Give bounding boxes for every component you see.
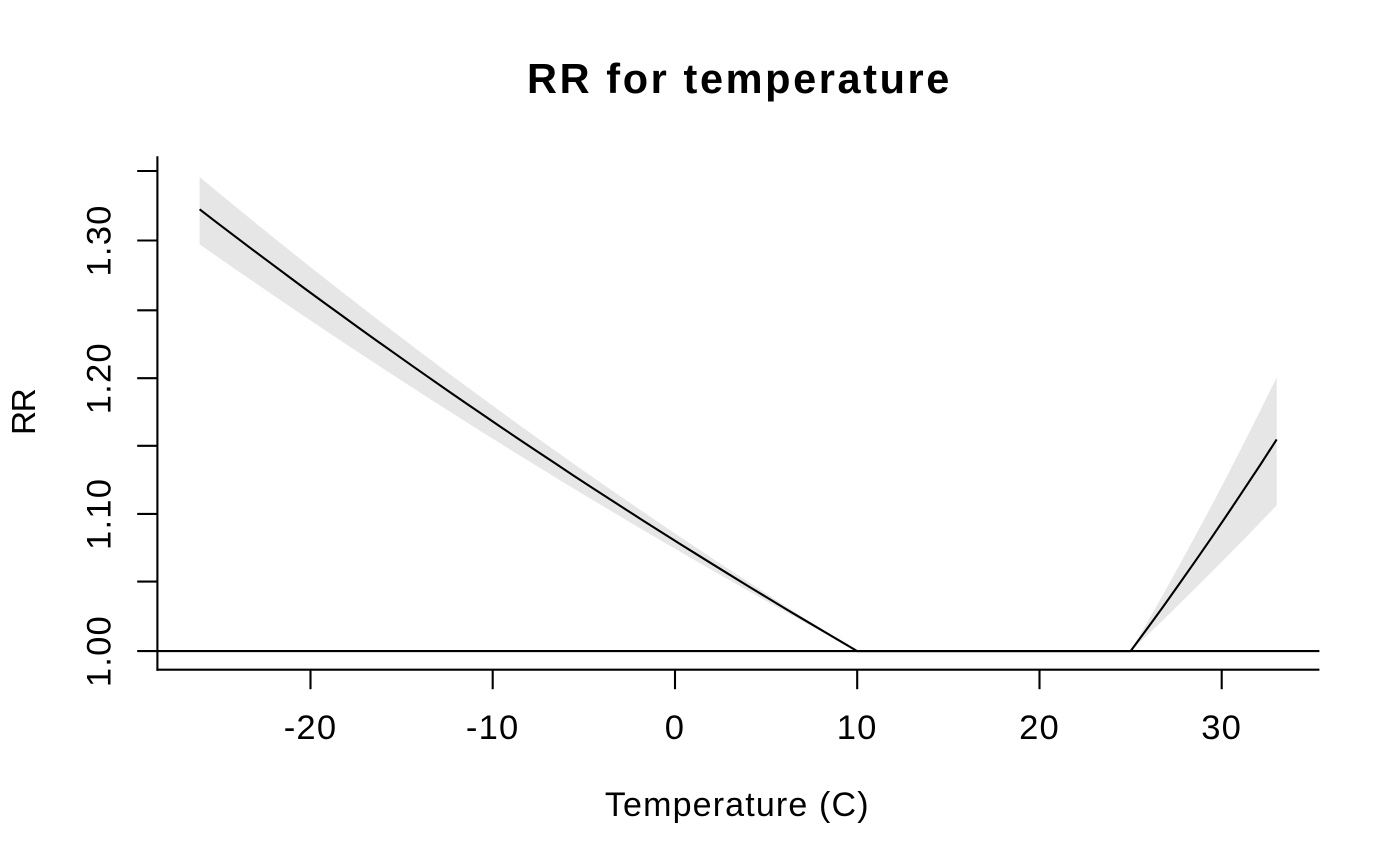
svg-text:RR: RR <box>6 389 43 435</box>
svg-text:1.10: 1.10 <box>81 478 119 550</box>
svg-text:-20: -20 <box>284 709 338 747</box>
svg-text:1.20: 1.20 <box>81 342 119 414</box>
svg-text:0: 0 <box>665 709 685 747</box>
svg-text:RR for temperature: RR for temperature <box>527 55 952 102</box>
svg-text:20: 20 <box>1019 709 1060 747</box>
svg-text:-10: -10 <box>466 709 520 747</box>
svg-text:Temperature (C): Temperature (C) <box>605 786 870 824</box>
svg-text:1.30: 1.30 <box>81 204 119 276</box>
svg-text:10: 10 <box>837 709 878 747</box>
svg-text:30: 30 <box>1201 709 1242 747</box>
svg-text:1.00: 1.00 <box>81 615 119 687</box>
